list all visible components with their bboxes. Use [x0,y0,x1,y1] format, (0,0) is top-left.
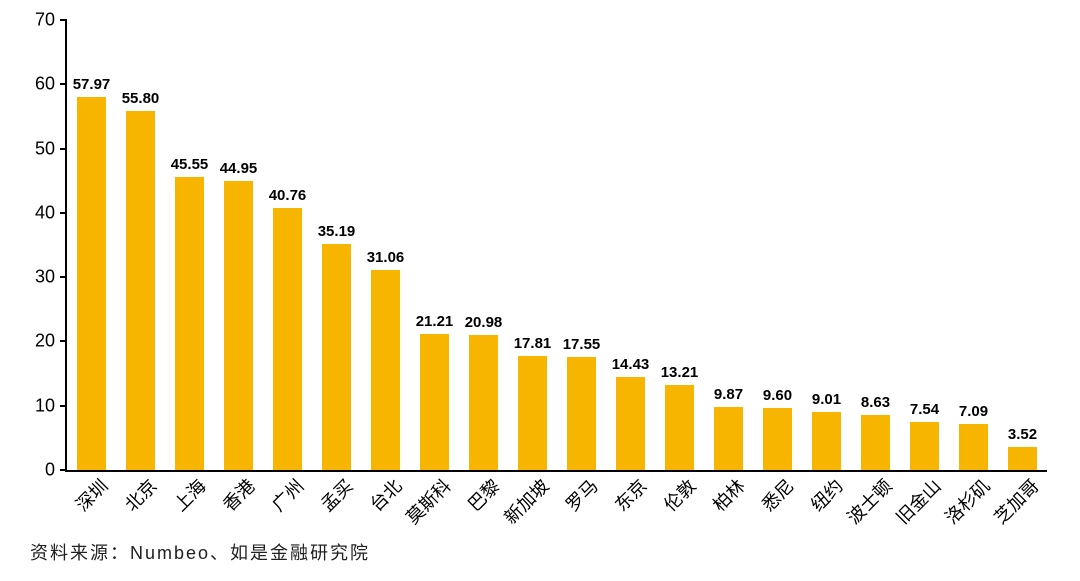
bar-value-label: 20.98 [465,314,503,331]
bar-value-label: 17.81 [514,335,552,352]
bar [518,356,547,470]
source-text: Numbeo、如是金融研究院 [130,543,370,563]
bar-slot: 21.21莫斯科 [410,20,459,470]
bar [420,334,449,470]
y-tick [60,340,67,342]
bar-slot: 9.60悉尼 [753,20,802,470]
bar [126,111,155,470]
bar-slot: 14.43东京 [606,20,655,470]
bar-slot: 13.21伦敦 [655,20,704,470]
bar [714,407,743,470]
bar [763,408,792,470]
bar [273,208,302,470]
bar-value-label: 31.06 [367,249,405,266]
chart-area: 010203040506070 57.97深圳55.80北京45.55上海44.… [65,20,1047,472]
bar-slot: 8.63波士顿 [851,20,900,470]
bar-category-label: 上海 [167,473,211,517]
y-tick [60,212,67,214]
bar-slot: 17.81新加坡 [508,20,557,470]
bar-category-label: 洛杉矶 [938,473,995,530]
bar-slot: 9.87柏林 [704,20,753,470]
bar-category-label: 东京 [608,473,652,517]
bar-slot: 55.80北京 [116,20,165,470]
bars-container: 57.97深圳55.80北京45.55上海44.95香港40.76广州35.19… [67,20,1047,470]
bar [371,270,400,470]
y-tick [60,405,67,407]
y-tick [60,276,67,278]
bar-category-label: 悉尼 [755,473,799,517]
bar [665,385,694,470]
y-tick-label: 50 [35,138,55,159]
bar [567,357,596,470]
bar [1008,447,1037,470]
y-tick-label: 40 [35,202,55,223]
bar-value-label: 9.87 [714,386,743,403]
bar-slot: 7.09洛杉矶 [949,20,998,470]
bar-category-label: 孟买 [314,473,358,517]
y-tick-label: 30 [35,267,55,288]
bar-value-label: 44.95 [220,160,258,177]
bar [910,422,939,470]
bar-category-label: 广州 [265,473,309,517]
bar-category-label: 莫斯科 [399,473,456,530]
bar-category-label: 罗马 [559,473,603,517]
y-tick [60,83,67,85]
bar-value-label: 40.76 [269,187,307,204]
bar-slot: 57.97深圳 [67,20,116,470]
bar [959,424,988,470]
bar-value-label: 8.63 [861,394,890,411]
bar-value-label: 17.55 [563,336,601,353]
bar-value-label: 14.43 [612,356,650,373]
bar-value-label: 35.19 [318,223,356,240]
bar [175,177,204,470]
bar-value-label: 21.21 [416,313,454,330]
y-tick [60,148,67,150]
bar [616,377,645,470]
y-tick-label: 70 [35,10,55,31]
bar-value-label: 9.60 [763,387,792,404]
bar-category-label: 芝加哥 [987,473,1044,530]
bar-category-label: 波士顿 [840,473,897,530]
bar-category-label: 柏林 [706,473,750,517]
bar-category-label: 伦敦 [657,473,701,517]
bar-category-label: 深圳 [69,473,113,517]
bar-slot: 20.98巴黎 [459,20,508,470]
bar-category-label: 旧金山 [889,473,946,530]
bar-slot: 17.55罗马 [557,20,606,470]
y-tick [60,19,67,21]
bar-slot: 45.55上海 [165,20,214,470]
bar-value-label: 3.52 [1008,426,1037,443]
bar [77,97,106,470]
bar-value-label: 13.21 [661,364,699,381]
y-tick [60,469,67,471]
y-tick-label: 20 [35,331,55,352]
bar-slot: 7.54旧金山 [900,20,949,470]
bar-slot: 3.52芝加哥 [998,20,1047,470]
y-tick-label: 10 [35,395,55,416]
bar-value-label: 7.54 [910,401,939,418]
bar-slot: 9.01纽约 [802,20,851,470]
bar-slot: 44.95香港 [214,20,263,470]
source-prefix: 资料来源： [30,543,130,563]
bar [224,181,253,470]
bar-value-label: 45.55 [171,156,209,173]
bar-category-label: 新加坡 [497,473,554,530]
bar-slot: 40.76广州 [263,20,312,470]
y-tick-label: 0 [45,460,55,481]
bar [322,244,351,470]
bar-value-label: 7.09 [959,403,988,420]
bar [469,335,498,470]
bar [861,415,890,470]
bar-slot: 35.19孟买 [312,20,361,470]
bar-category-label: 北京 [118,473,162,517]
bar-category-label: 香港 [216,473,260,517]
y-tick-label: 60 [35,74,55,95]
bar-value-label: 9.01 [812,391,841,408]
source-line: 资料来源：Numbeo、如是金融研究院 [30,539,370,565]
bar-value-label: 57.97 [73,76,111,93]
bar [812,412,841,470]
bar-value-label: 55.80 [122,90,160,107]
bar-slot: 31.06台北 [361,20,410,470]
